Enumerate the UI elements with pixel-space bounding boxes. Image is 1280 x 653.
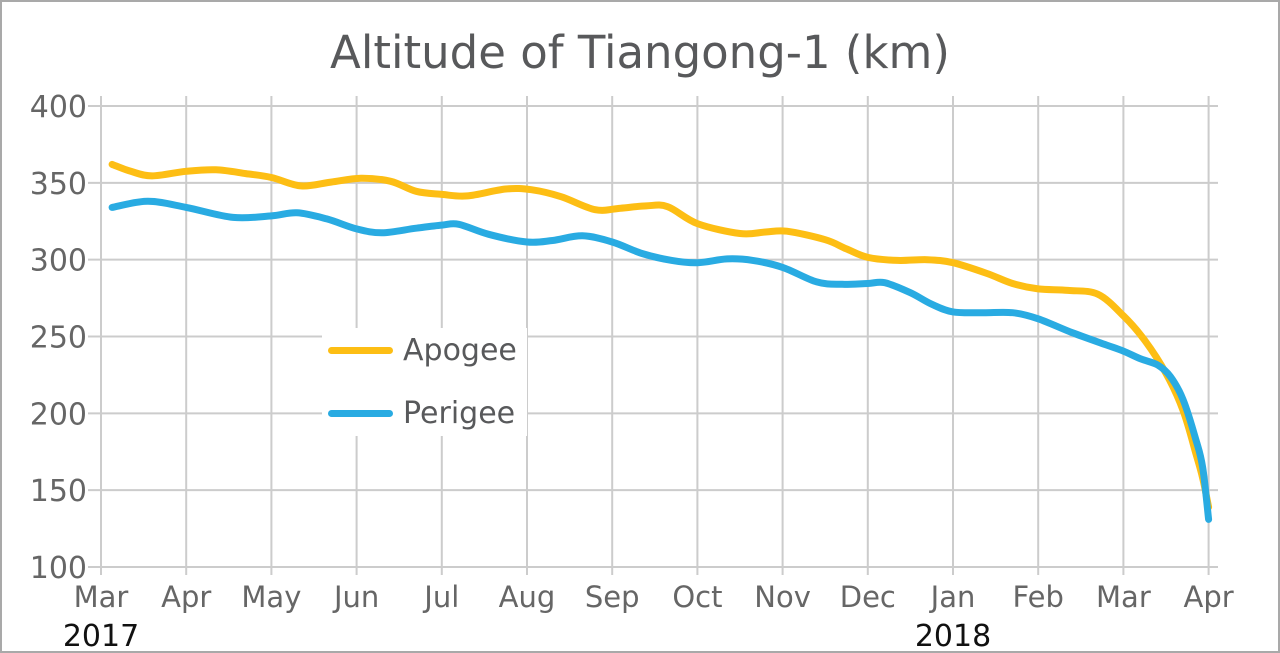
- x-tick-label: Apr: [1184, 580, 1234, 614]
- legend-item-apogee: Apogee: [328, 330, 517, 371]
- legend: Apogee Perigee: [322, 328, 527, 436]
- apogee-line: [108, 160, 1213, 511]
- x-tick-label: Dec: [840, 580, 896, 614]
- x-tick-label: Jun: [332, 580, 379, 614]
- legend-label-perigee: Perigee: [403, 396, 516, 431]
- perigee-line: [108, 197, 1213, 523]
- y-tick-label: 250: [30, 321, 87, 356]
- legend-item-perigee: Perigee: [328, 393, 517, 434]
- apogee-line-swatch: [328, 347, 393, 354]
- year-label: 2018: [915, 619, 991, 653]
- y-tick-label: 100: [30, 551, 87, 586]
- perigee-line-swatch: [328, 410, 393, 417]
- year-label: 2017: [63, 619, 139, 653]
- y-tick-label: 150: [30, 474, 87, 509]
- y-tick-label: 350: [30, 167, 87, 202]
- x-tick-label: Mar: [74, 580, 129, 614]
- chart-title: Altitude of Tiangong-1 (km): [330, 26, 950, 79]
- y-tick-label: 200: [30, 397, 87, 432]
- x-tick-label: May: [241, 580, 301, 614]
- x-tick-label: Apr: [161, 580, 211, 614]
- x-tick-label: Oct: [672, 580, 722, 614]
- legend-label-apogee: Apogee: [403, 333, 517, 368]
- x-tick-label: Mar: [1096, 580, 1151, 614]
- x-tick-label: Nov: [754, 580, 811, 614]
- y-tick-label: 300: [30, 244, 87, 279]
- x-tick-label: Sep: [585, 580, 640, 614]
- x-tick-label: Aug: [499, 580, 556, 614]
- y-tick-label: 400: [30, 90, 87, 125]
- x-tick-label: Jan: [929, 580, 976, 614]
- x-tick-label: Feb: [1013, 580, 1064, 614]
- x-tick-label: Jul: [422, 580, 459, 614]
